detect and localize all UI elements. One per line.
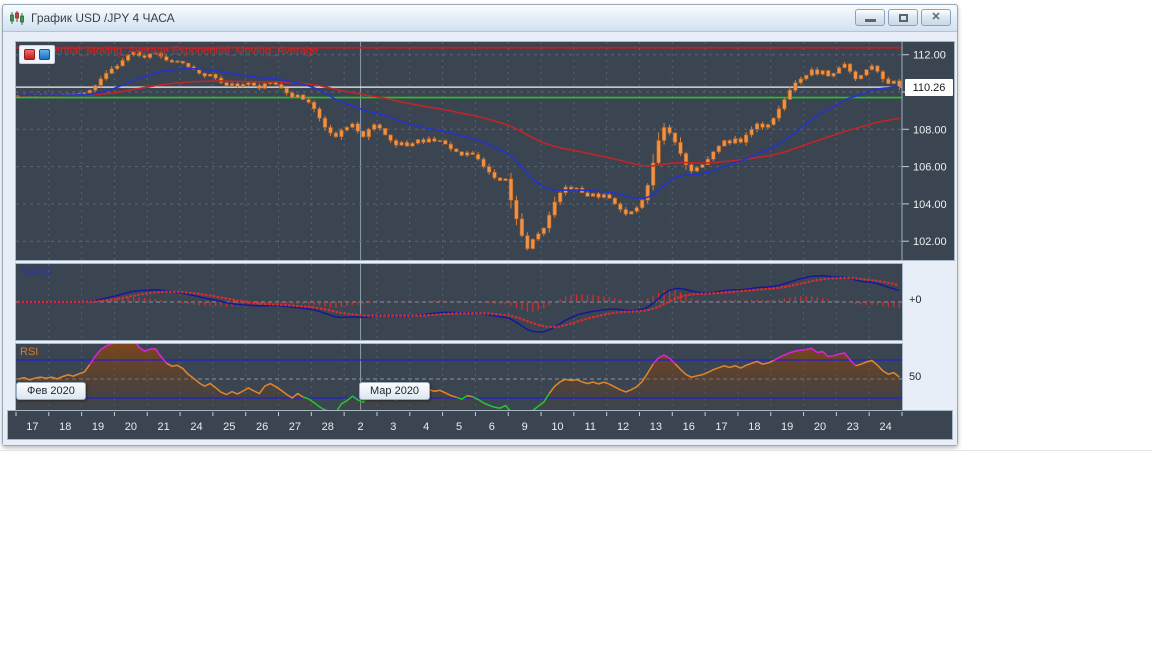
chart-content-area: 112.00 108.00 106.00 104.00 102.00 Exponenti… [3, 32, 957, 445]
svg-text:10: 10 [551, 421, 563, 433]
current-price-badge: 110.26 [905, 79, 953, 96]
svg-text:18: 18 [59, 421, 71, 433]
macd-canvas[interactable] [16, 264, 902, 340]
price-chart-panel: 112.00 108.00 106.00 104.00 102.00 Exponenti… [15, 41, 955, 261]
svg-text:20: 20 [814, 421, 826, 433]
minimize-button[interactable] [855, 9, 885, 26]
svg-text:17: 17 [26, 421, 38, 433]
red-marker-button[interactable] [24, 49, 35, 60]
rsi-canvas[interactable] [16, 344, 902, 410]
svg-text:25: 25 [223, 421, 235, 433]
close-button[interactable]: ✕ [921, 9, 951, 26]
svg-text:4: 4 [423, 421, 429, 433]
svg-text:28: 28 [322, 421, 334, 433]
restore-icon [898, 13, 908, 22]
price-chart-canvas[interactable]: 112.00 108.00 106.00 104.00 102.00 [16, 42, 954, 260]
candlestick-chart-icon [9, 10, 25, 26]
svg-text:18: 18 [748, 421, 760, 433]
svg-text:21: 21 [158, 421, 170, 433]
month-label-mar: Мар 2020 [359, 382, 431, 400]
chart-window: График USD /JPY 4 ЧАСА ✕ 112.00 108.00 106… [2, 4, 958, 446]
close-icon: ✕ [931, 11, 941, 23]
date-axis: 17 18 19 20 21 24 25 26 27 28 2 3 4 5 6 9 10 11 12 13 16 17 18… [7, 410, 953, 440]
svg-text:16: 16 [683, 421, 695, 433]
svg-text:5: 5 [456, 421, 462, 433]
svg-text:112.00: 112.00 [913, 50, 946, 62]
svg-text:6: 6 [489, 421, 495, 433]
indicator-button-panel [19, 45, 55, 64]
svg-text:2: 2 [357, 421, 363, 433]
svg-text:26: 26 [256, 421, 268, 433]
moving-average-legend: Exponential_Moving_Average Exponential_M… [23, 45, 318, 57]
date-axis-canvas[interactable]: 17 18 19 20 21 24 25 26 27 28 2 3 4 5 6 9 10 11 12 13 16 17 18… [8, 411, 952, 439]
svg-text:9: 9 [522, 421, 528, 433]
svg-text:13: 13 [650, 421, 662, 433]
svg-text:104.00: 104.00 [913, 199, 947, 211]
svg-text:11: 11 [585, 421, 596, 433]
svg-text:19: 19 [92, 421, 104, 433]
page-divider [0, 450, 1152, 451]
restore-button[interactable] [888, 9, 918, 26]
svg-text:17: 17 [715, 421, 727, 433]
minimize-icon [864, 19, 876, 22]
rsi-panel: RSI [15, 343, 903, 411]
macd-label: MACD [20, 266, 53, 278]
rsi-label: RSI [20, 346, 39, 358]
macd-zero-axis-label: +0 [909, 294, 922, 306]
rsi-fifty-axis-label: 50 [909, 371, 922, 383]
svg-text:24: 24 [879, 421, 891, 433]
svg-text:12: 12 [617, 421, 629, 433]
window-controls: ✕ [855, 9, 951, 26]
svg-text:27: 27 [289, 421, 301, 433]
svg-text:3: 3 [390, 421, 396, 433]
svg-text:24: 24 [190, 421, 202, 433]
svg-text:23: 23 [847, 421, 859, 433]
window-title: График USD /JPY 4 ЧАСА [31, 11, 175, 25]
svg-text:20: 20 [125, 421, 137, 433]
title-bar[interactable]: График USD /JPY 4 ЧАСА ✕ [3, 5, 957, 32]
blue-marker-button[interactable] [39, 49, 50, 60]
month-label-feb: Фев 2020 [16, 382, 86, 400]
svg-text:102.00: 102.00 [913, 236, 947, 248]
svg-text:108.00: 108.00 [913, 124, 947, 136]
svg-text:106.00: 106.00 [913, 162, 947, 174]
svg-text:19: 19 [781, 421, 793, 433]
macd-panel: MACD [15, 263, 903, 341]
